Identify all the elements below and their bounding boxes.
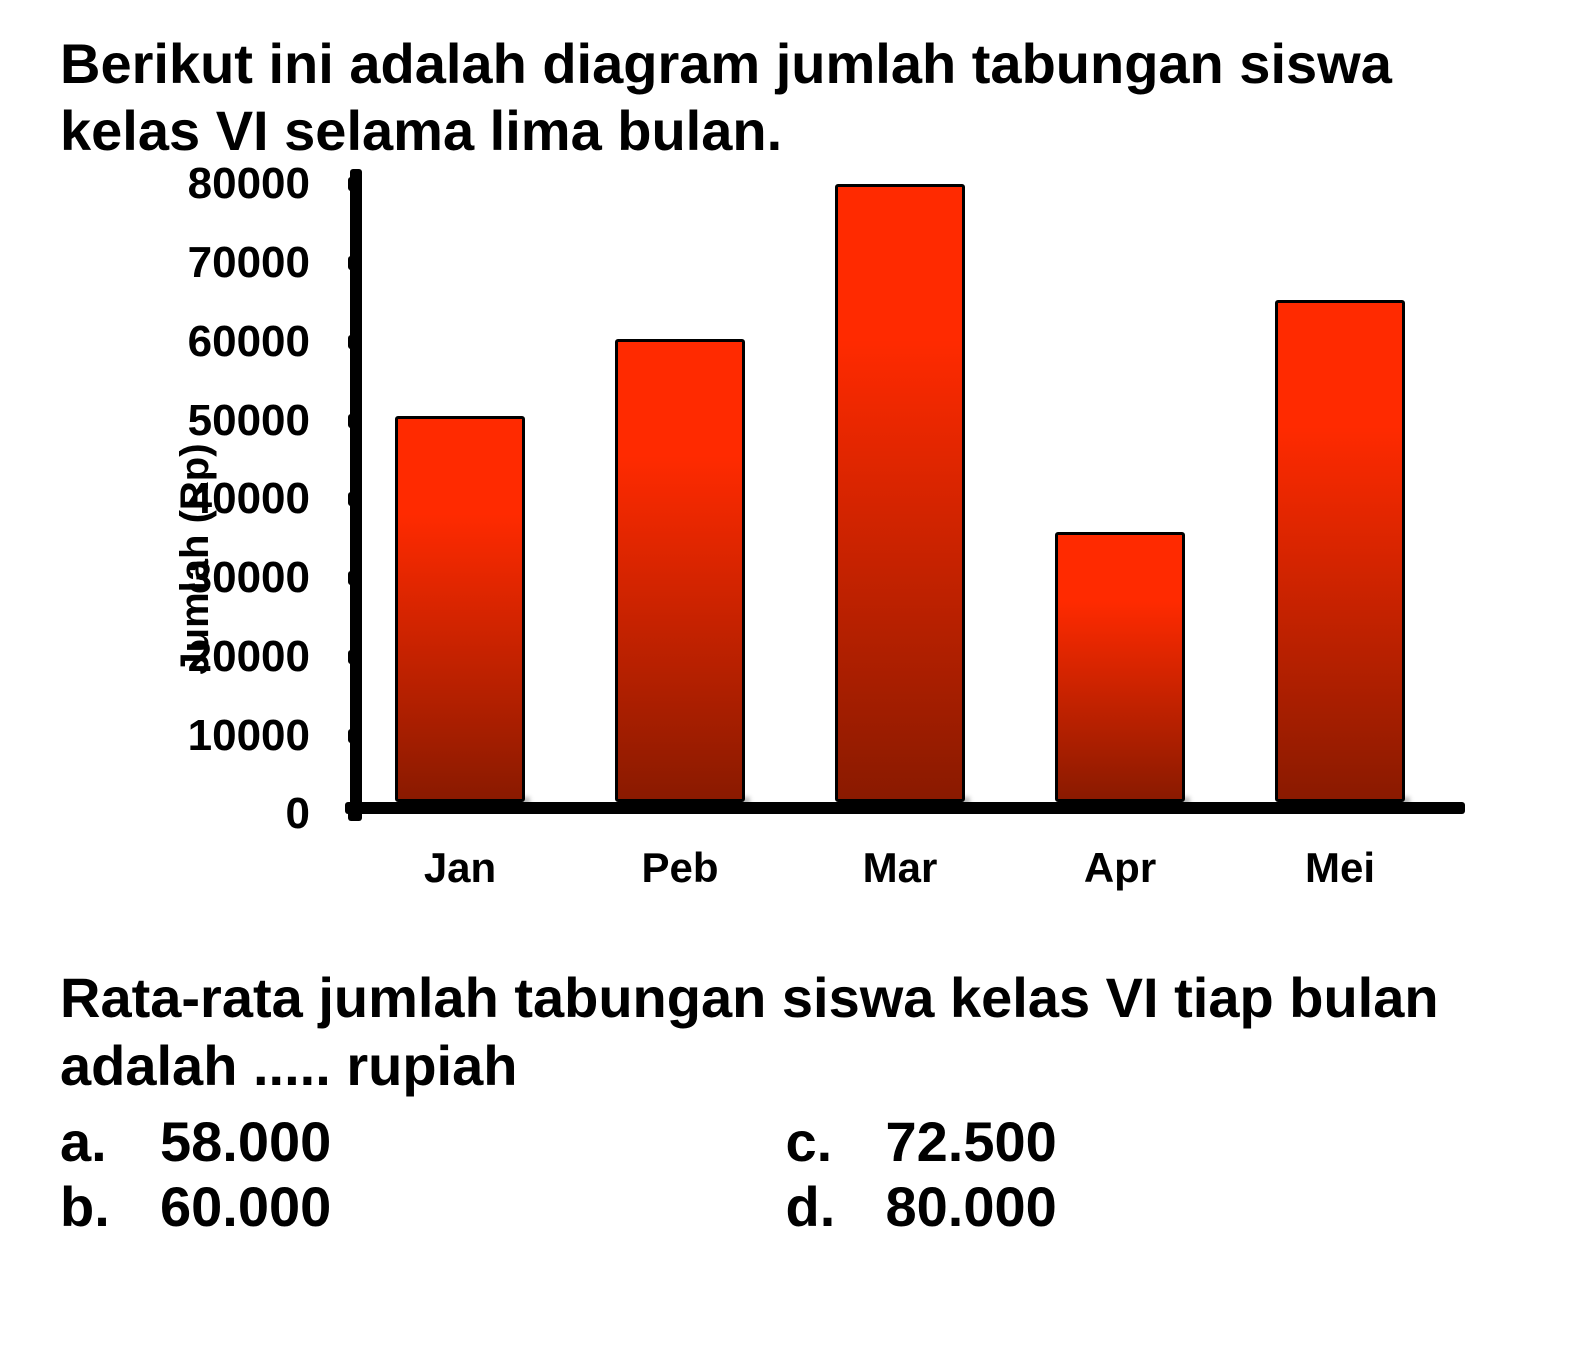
y-tick-label: 60000 [130, 320, 310, 364]
bar [615, 339, 745, 803]
option-letter: c. [786, 1109, 846, 1174]
option-a[interactable]: a. 58.000 [60, 1109, 786, 1174]
y-tick-mark [348, 650, 362, 664]
option-value: 80.000 [886, 1174, 1057, 1239]
x-axis-line [345, 802, 1465, 814]
y-tick-label: 80000 [130, 162, 310, 206]
bars-container [350, 184, 1450, 802]
bar [835, 184, 965, 802]
bar-slot [390, 184, 530, 802]
option-letter: b. [60, 1174, 120, 1239]
y-tick-mark [348, 571, 362, 585]
y-tick-label: 0 [130, 792, 310, 836]
y-ticks: 0100002000030000400005000060000700008000… [150, 184, 330, 814]
y-tick-label: 20000 [130, 635, 310, 679]
y-tick-label: 30000 [130, 556, 310, 600]
y-tick-label: 10000 [130, 714, 310, 758]
bar-slot [1050, 184, 1190, 802]
y-tick-label: 70000 [130, 241, 310, 285]
x-tick-label: Apr [1050, 844, 1190, 892]
bar-slot [1270, 184, 1410, 802]
y-tick-label: 40000 [130, 477, 310, 521]
x-tick-label: Peb [610, 844, 750, 892]
option-value: 72.500 [886, 1109, 1057, 1174]
bar [1275, 300, 1405, 802]
option-d[interactable]: d. 80.000 [786, 1174, 1512, 1239]
x-tick-label: Jan [390, 844, 530, 892]
question-text: Berikut ini adalah diagram jumlah tabung… [60, 30, 1511, 164]
answer-options: a. 58.000 c. 72.500 b. 60.000 d. 80.000 [60, 1109, 1511, 1239]
bar-slot [830, 184, 970, 802]
y-tick-mark [348, 414, 362, 428]
x-labels: Jan Peb Mar Apr Mei [350, 844, 1450, 892]
y-tick-mark [348, 492, 362, 506]
bar [1055, 532, 1185, 802]
y-tick-label: 50000 [130, 399, 310, 443]
y-tick-mark [348, 729, 362, 743]
y-tick-mark [348, 177, 362, 191]
savings-bar-chart: Jumlah (Rp) 0100002000030000400005000060… [110, 184, 1510, 934]
y-tick-mark [348, 256, 362, 270]
subquestion-text: Rata-rata jumlah tabungan siswa kelas VI… [60, 964, 1511, 1098]
bar [395, 416, 525, 802]
bar-slot [610, 184, 750, 802]
option-value: 60.000 [160, 1174, 331, 1239]
option-c[interactable]: c. 72.500 [786, 1109, 1512, 1174]
option-value: 58.000 [160, 1109, 331, 1174]
option-b[interactable]: b. 60.000 [60, 1174, 786, 1239]
x-tick-label: Mar [830, 844, 970, 892]
y-tick-mark [348, 807, 362, 821]
option-letter: d. [786, 1174, 846, 1239]
option-letter: a. [60, 1109, 120, 1174]
y-tick-mark [348, 335, 362, 349]
x-tick-label: Mei [1270, 844, 1410, 892]
chart-plot-area [350, 184, 1450, 814]
